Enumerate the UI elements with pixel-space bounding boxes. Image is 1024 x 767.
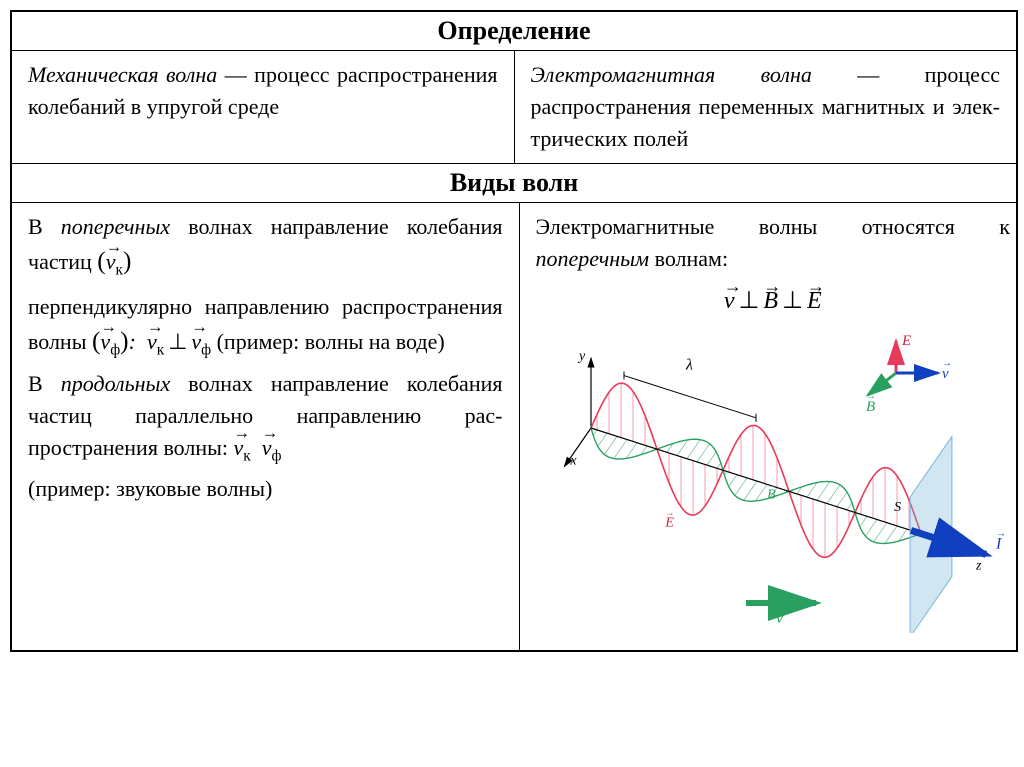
cell-em-def: Электромагнитная волна — процесс распрос… <box>515 51 1017 163</box>
term-mechanical: Механическая волна <box>28 62 217 87</box>
row-types: В поперечных волнах направ­ление колебан… <box>12 203 1016 650</box>
header-definition: Определение <box>12 12 1016 51</box>
comparison-table: Определение Механическая волна — про­цес… <box>10 10 1018 652</box>
text: Электромагнитные волны от­носятся к <box>536 214 1011 239</box>
text: (пример: волны на воде) <box>217 329 445 354</box>
svg-text:→: → <box>665 508 674 518</box>
formula-vk: (vк) <box>97 249 131 274</box>
term-em: Электромагнитная волна <box>531 62 812 87</box>
svg-text:S: S <box>894 500 901 515</box>
svg-text:→: → <box>942 358 952 369</box>
term-longitudinal: продольных <box>61 371 170 396</box>
text: В <box>28 371 61 396</box>
svg-text:x: x <box>569 454 577 469</box>
formula-vk-vf: vк vф <box>234 435 282 460</box>
svg-text:→: → <box>866 391 876 402</box>
row-definitions: Механическая волна — про­цесс распростра… <box>12 51 1016 164</box>
formula-vf-perp: (vф): vк⊥vф <box>92 329 211 354</box>
svg-text:B: B <box>767 488 776 503</box>
cell-mechanical-def: Механическая волна — про­цесс распростра… <box>12 51 515 163</box>
term-transverse-em: поперечным <box>536 246 650 271</box>
svg-text:→: → <box>902 333 912 336</box>
text: В <box>28 214 61 239</box>
formula-v-B-E: v⊥B⊥E <box>536 284 1011 319</box>
svg-text:y: y <box>577 349 586 364</box>
cell-em-types: Электромагнитные волны от­носятся к попе… <box>520 203 1017 650</box>
text: (пример: звуковые волны) <box>28 476 272 501</box>
em-wave-diagram: yxzSI→λE→B→v→B→E→v→ <box>536 333 1011 642</box>
cell-mechanical-types: В поперечных волнах направ­ление колебан… <box>12 203 520 650</box>
header-types: Виды волн <box>12 164 1016 203</box>
svg-text:→: → <box>996 529 1006 540</box>
svg-text:→: → <box>776 603 786 614</box>
svg-text:E: E <box>664 516 674 531</box>
svg-text:→: → <box>767 480 776 490</box>
svg-text:z: z <box>975 559 982 574</box>
svg-text:λ: λ <box>685 357 693 374</box>
text: волнам: <box>649 246 728 271</box>
